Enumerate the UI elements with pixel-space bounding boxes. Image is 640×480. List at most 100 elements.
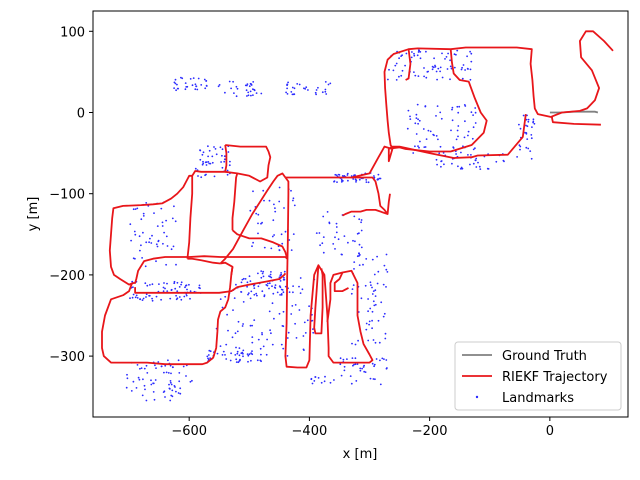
landmark-point [180,298,183,301]
landmark-point [299,277,302,279]
landmark-point [283,270,286,273]
landmark-point [487,168,490,170]
landmark-point [352,284,355,286]
landmark-point [217,85,220,88]
landmark-point [335,174,338,177]
landmark-point [280,293,283,295]
landmark-point [354,363,357,366]
landmark-point [241,325,244,327]
landmark-point [280,343,283,346]
landmark-point [274,287,277,289]
landmark-point [206,355,209,358]
landmark-point [247,360,249,363]
landmark-point [245,89,248,92]
landmark-point [141,257,144,259]
landmark-point [385,268,388,271]
landmark-point [207,161,210,163]
landmarks-layer [125,49,536,402]
landmark-point [439,145,442,148]
landmark-point [286,337,289,339]
landmark-point [241,278,244,281]
landmark-point [416,103,419,106]
landmark-point [292,197,295,200]
x-tick-label: −200 [412,424,448,439]
landmark-point [394,64,397,67]
landmark-point [155,260,157,263]
landmark-point [163,282,165,284]
landmark-point [145,296,147,298]
landmark-point [176,290,179,293]
landmark-point [455,53,457,56]
landmark-point [189,290,192,293]
landmark-point [129,297,131,300]
landmark-point [464,105,467,107]
landmark-point [169,380,172,382]
landmark-point [383,264,386,267]
landmark-point [376,282,379,285]
landmark-point [531,126,533,128]
landmark-point [369,281,372,284]
landmark-point [466,55,468,58]
landmark-point [315,232,318,235]
landmark-point [322,251,325,254]
landmark-point [451,119,454,122]
trajectory-segment [231,229,289,259]
landmark-point [271,285,273,288]
landmark-point [207,357,209,360]
landmark-point [222,350,225,353]
landmark-point [437,138,439,141]
landmark-point [175,263,177,266]
landmark-point [168,383,170,386]
landmark-point [461,167,463,170]
landmark-point [321,91,324,94]
landmark-point [223,158,226,161]
landmark-point [310,377,313,380]
landmark-point [406,127,409,130]
landmark-point [140,244,142,247]
landmark-point [251,324,254,327]
landmark-point [242,349,245,352]
landmark-point [151,234,153,237]
landmark-point [134,208,137,211]
landmark-point [273,203,275,206]
landmark-point [343,365,346,368]
landmark-point [422,128,425,130]
landmark-point [249,90,252,93]
landmark-point [270,271,272,273]
landmark-point [262,345,265,348]
landmark-point [374,378,376,381]
landmark-point [433,57,435,60]
landmark-point [524,131,526,134]
landmark-point [365,328,368,331]
landmark-point [267,282,269,285]
landmark-point [178,296,181,298]
landmark-point [211,161,214,164]
trajectory-segment [186,144,228,259]
landmark-point [146,372,149,374]
landmark-point [286,93,289,95]
landmark-point [272,219,275,222]
landmark-point [306,319,309,322]
landmark-point [170,394,173,397]
landmark-point [132,380,135,383]
landmark-point [460,151,462,154]
landmark-point [371,362,374,365]
landmark-point [230,352,233,355]
landmark-point [235,85,238,88]
landmark-point [228,164,231,167]
landmark-point [518,123,520,126]
landmark-point [467,130,470,133]
landmark-point [270,332,272,335]
landmark-point [170,288,173,291]
y-tick-label: −200 [49,269,85,284]
landmark-point [169,381,172,384]
landmark-point [434,65,437,68]
landmark-point [395,62,398,65]
landmark-point [400,55,402,57]
trajectory-segment [342,209,388,217]
landmark-point [351,288,354,290]
landmark-point [340,374,343,377]
landmark-point [165,263,168,266]
landmark-point [368,323,370,326]
landmark-point [358,178,361,181]
